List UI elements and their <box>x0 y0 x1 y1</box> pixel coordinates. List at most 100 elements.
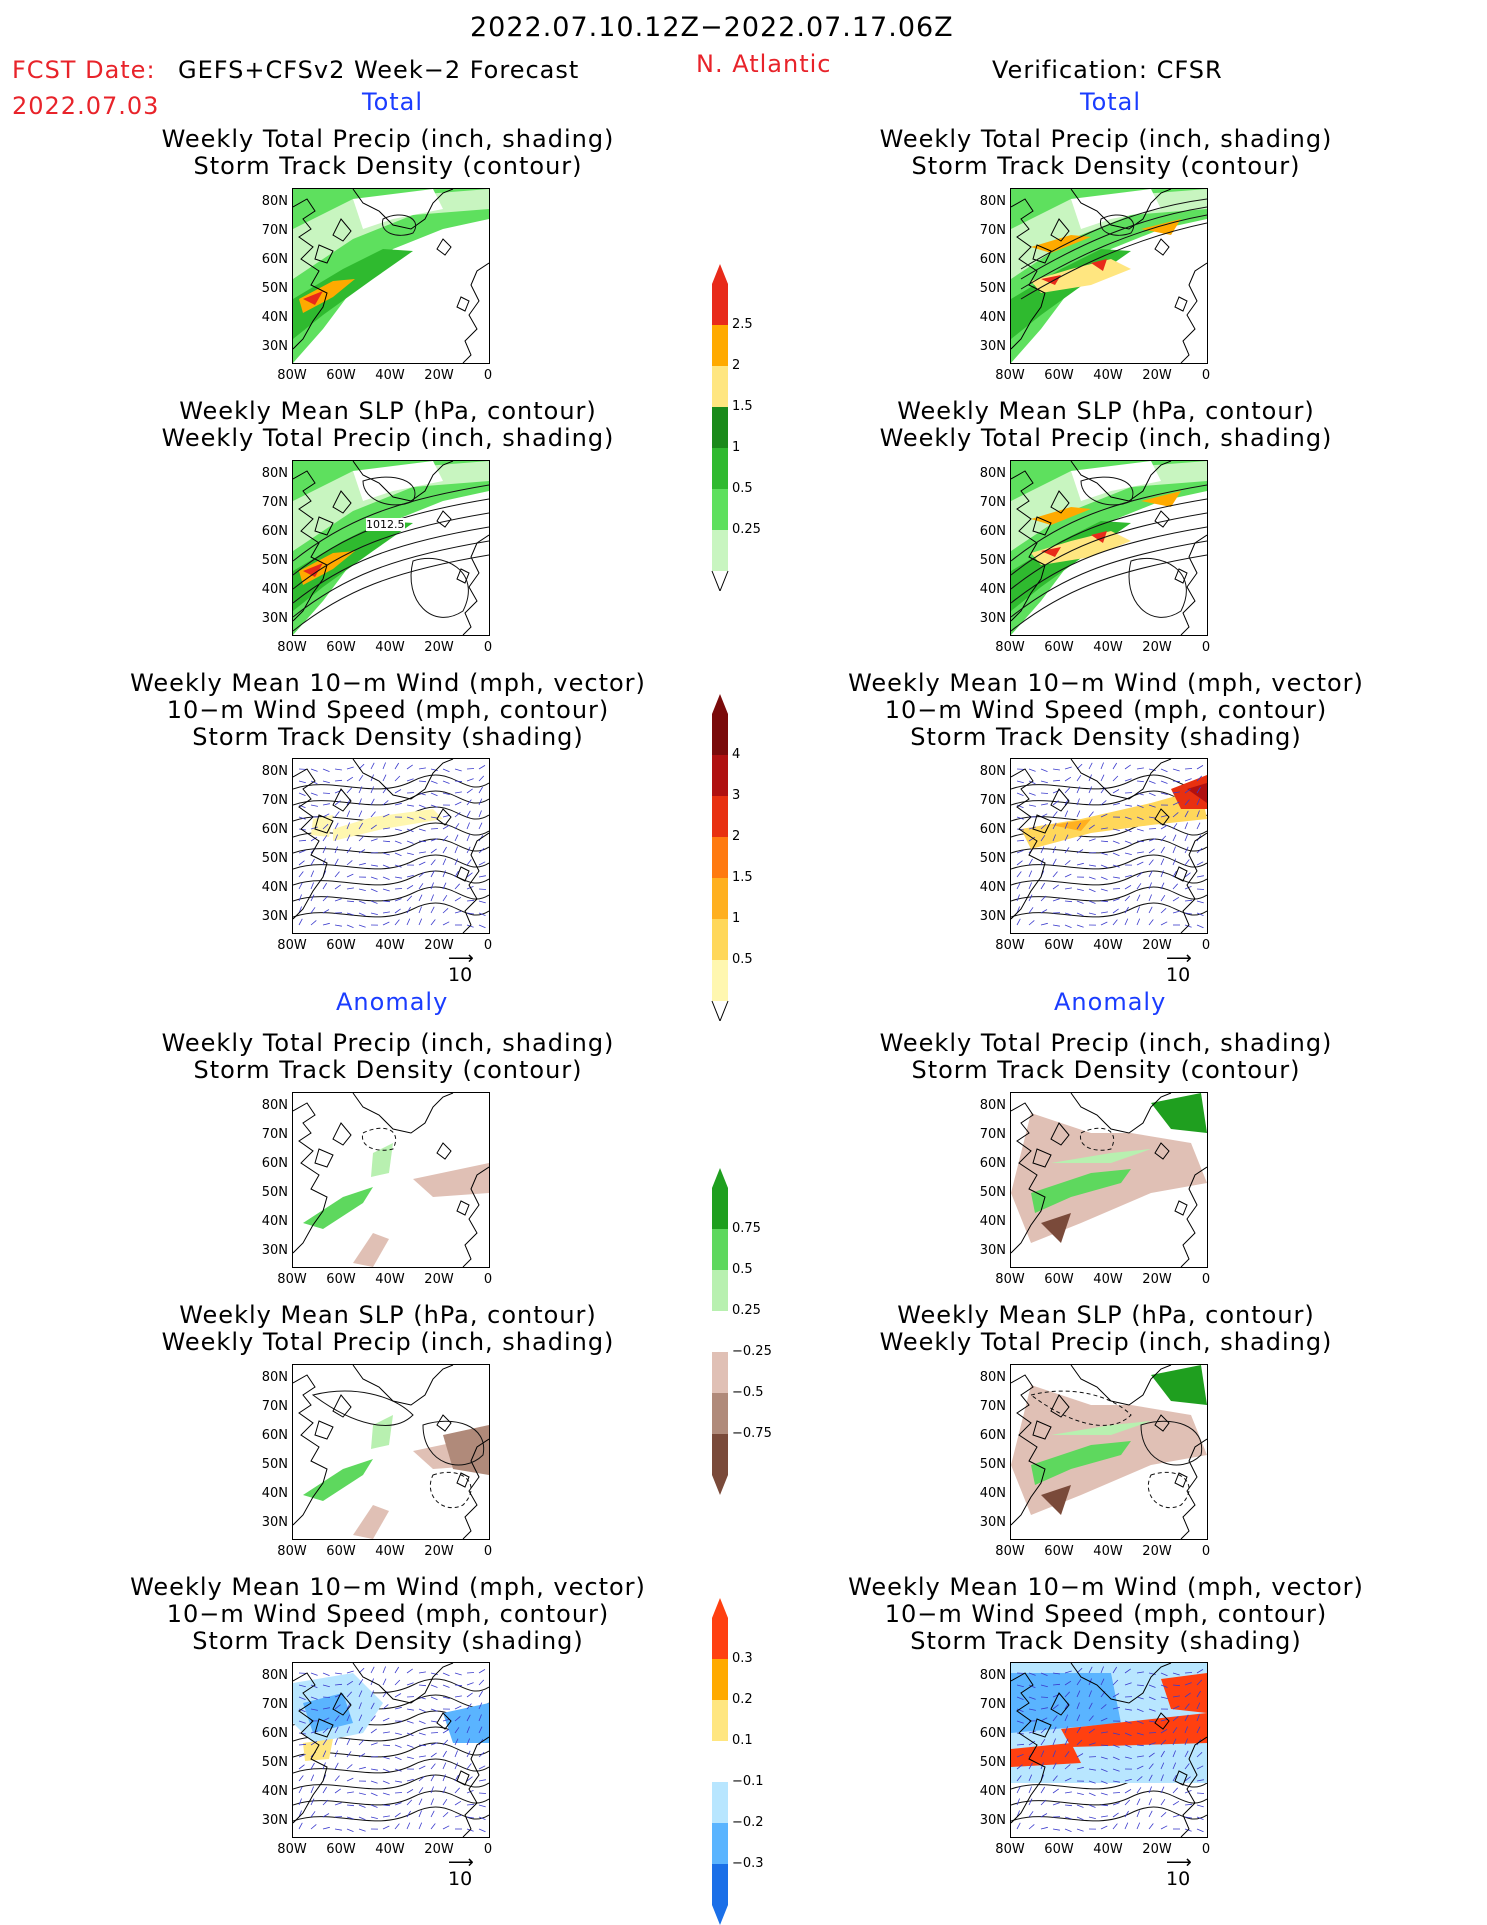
slp-anom-contour <box>429 1471 472 1509</box>
lat-tick-label: 30N <box>979 1243 1006 1258</box>
slp-contour <box>293 554 489 632</box>
colorbar-segment <box>712 489 728 530</box>
lat-tick-label: 60N <box>261 1156 288 1171</box>
lon-tick-label: 80W <box>277 640 307 655</box>
slp-contour <box>293 484 489 562</box>
slp-anom-contour <box>311 1390 414 1426</box>
contour-label: 1012.5 <box>366 518 405 531</box>
precip-max <box>1091 259 1107 271</box>
colorbar-density-anom <box>712 1598 728 1925</box>
lat-tick-label: 30N <box>261 1813 288 1828</box>
lon-tick-label: 40W <box>375 368 405 383</box>
wind-vectors <box>1016 1666 1205 1833</box>
track-contour <box>381 214 416 236</box>
lat-tick-label: 80N <box>979 1098 1006 1113</box>
slp-contour <box>410 557 469 618</box>
map-panel-aprecip-f <box>292 1092 490 1268</box>
dens-anom-pos <box>1011 1743 1081 1767</box>
colorbar-segment <box>712 1352 728 1393</box>
lon-tick-label: 20W <box>424 938 454 953</box>
panel-title: Weekly Total Precip (inch, shading) <box>879 1328 1333 1356</box>
lon-tick-label: 20W <box>1142 1544 1172 1559</box>
coastline <box>1011 759 1207 933</box>
forecast-period: 2022.07.10.12Z−2022.07.17.06Z <box>470 12 954 43</box>
anom-wet <box>1151 1093 1207 1133</box>
lat-tick-label: 30N <box>979 1813 1006 1828</box>
lon-tick-label: 40W <box>1093 368 1123 383</box>
precip-max <box>1031 531 1131 565</box>
panel-title: Weekly Total Precip (inch, shading) <box>161 1328 615 1356</box>
panel-title: Weekly Mean SLP (hPa, contour) <box>179 1301 597 1329</box>
panel-title: 10−m Wind Speed (mph, contour) <box>166 696 610 724</box>
lon-tick-label: 20W <box>424 1272 454 1287</box>
greenland-dry <box>353 189 443 229</box>
lat-tick-label: 80N <box>261 466 288 481</box>
lon-tick-label: 60W <box>1044 640 1074 655</box>
lat-tick-label: 60N <box>979 1726 1006 1741</box>
colorbar-label: 4 <box>732 747 741 762</box>
lon-tick-label: 0 <box>1201 1842 1211 1857</box>
colorbar-segment <box>712 1823 728 1864</box>
colorbar-cap <box>712 1475 728 1495</box>
dry-area <box>1101 521 1207 635</box>
colorbar-label: 2 <box>732 829 741 844</box>
coastline <box>1011 461 1207 635</box>
lat-tick-label: 40N <box>261 1214 288 1229</box>
colorbar-segment <box>712 1188 728 1229</box>
speed-contour <box>1011 870 1207 886</box>
dens-anom-neg <box>303 1693 353 1733</box>
colorbar-label: −0.5 <box>732 1385 764 1400</box>
lon-tick-label: 60W <box>1044 368 1074 383</box>
lat-tick-label: 60N <box>979 524 1006 539</box>
map-panel-aslp-f <box>292 1364 490 1540</box>
lat-tick-label: 70N <box>261 793 288 808</box>
colorbar-label: 2 <box>732 358 741 373</box>
lon-tick-label: 60W <box>1044 938 1074 953</box>
precip-max <box>303 563 323 577</box>
lon-tick-label: 80W <box>995 368 1025 383</box>
anom-dry <box>443 1425 489 1475</box>
lat-tick-label: 30N <box>979 1515 1006 1530</box>
lat-tick-label: 80N <box>261 194 288 209</box>
colorbar-segment <box>712 1741 728 1782</box>
colorbar-label: 1.5 <box>732 870 753 885</box>
precip-max <box>1091 531 1107 543</box>
lat-tick-label: 40N <box>979 880 1006 895</box>
slp-contour <box>1011 540 1207 618</box>
lon-tick-label: 80W <box>995 938 1025 953</box>
lat-tick-label: 70N <box>979 1399 1006 1414</box>
slp-contour <box>1011 484 1207 562</box>
lat-tick-label: 50N <box>979 1457 1006 1472</box>
precip-max <box>1141 491 1181 507</box>
lon-tick-label: 0 <box>483 640 493 655</box>
dry-area <box>383 521 489 635</box>
lat-tick-label: 40N <box>979 310 1006 325</box>
track-contour <box>1099 214 1134 236</box>
dry-area <box>383 249 489 363</box>
lon-tick-label: 60W <box>326 1272 356 1287</box>
anom-dry <box>353 1233 389 1267</box>
lat-tick-label: 60N <box>261 1726 288 1741</box>
colorbar-label: 0.3 <box>732 1651 753 1666</box>
lon-tick-label: 40W <box>375 1842 405 1857</box>
slp-anom-contour <box>1147 1471 1190 1509</box>
panel-title: Weekly Mean 10−m Wind (mph, vector) <box>848 1573 1364 1601</box>
panel-title: 10−m Wind Speed (mph, contour) <box>884 1600 1328 1628</box>
lat-tick-label: 70N <box>261 1399 288 1414</box>
panel-title: Storm Track Density (shading) <box>910 1627 1302 1655</box>
lat-tick-label: 40N <box>261 310 288 325</box>
panel-title: Weekly Mean SLP (hPa, contour) <box>179 397 597 425</box>
colorbar-cap <box>712 264 728 284</box>
speed-contour <box>1011 1806 1207 1822</box>
colorbar-label: −0.3 <box>732 1856 764 1871</box>
anom-wet <box>371 1143 393 1177</box>
speed-contour <box>1011 838 1207 854</box>
speed-contour <box>293 1758 489 1774</box>
colorbar-cap <box>712 694 728 714</box>
lat-tick-label: 50N <box>261 1185 288 1200</box>
lat-tick-label: 60N <box>261 1428 288 1443</box>
total-label-right: Total <box>1080 88 1142 116</box>
vector-reference: ⟶ 10 <box>448 950 474 987</box>
lon-tick-label: 0 <box>483 938 493 953</box>
lat-tick-label: 50N <box>261 281 288 296</box>
